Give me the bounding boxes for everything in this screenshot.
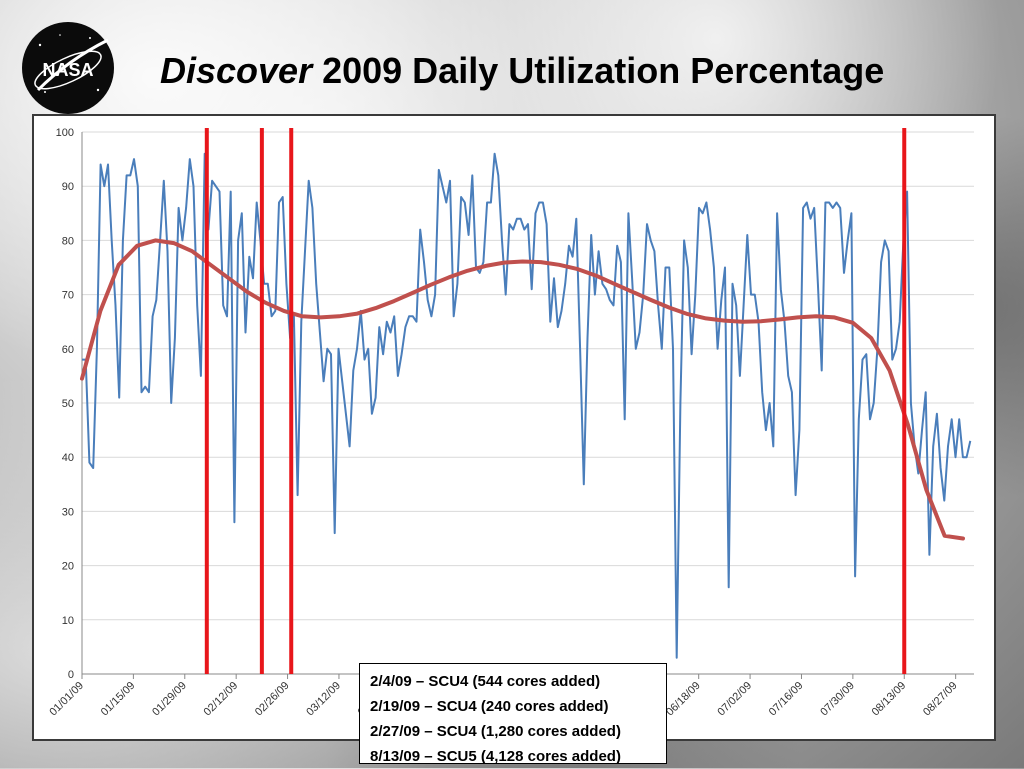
event-lines-layer [204, 128, 907, 674]
y-tick-label: 100 [56, 127, 74, 139]
nasa-logo-icon: NASA [22, 22, 114, 114]
daily-utilization-line [82, 152, 972, 659]
y-tick-label: 80 [62, 235, 74, 247]
y-tick-label: 70 [62, 290, 74, 302]
slide-title: Discover 2009 Daily Utilization Percenta… [160, 50, 990, 92]
annotation-line: 2/27/09 – SCU4 (1,280 cores added) [370, 723, 621, 740]
chart-frame: 0 10 20 30 40 50 60 70 80 90 100 01/01/09 01/15/09 0… [32, 114, 996, 765]
x-tick-label: 07/30/09 [818, 680, 857, 719]
x-tick-label: 01/29/09 [150, 680, 189, 719]
x-tick-label: 07/16/09 [767, 680, 806, 719]
trend-line [80, 238, 965, 541]
annotation-line: 2/19/09 – SCU4 (240 cores added) [370, 698, 609, 715]
y-tick-label: 40 [62, 452, 74, 464]
y-tick-label: 50 [62, 398, 74, 410]
y-tick-label: 30 [62, 506, 74, 518]
series-layer [80, 152, 972, 659]
y-tick-label: 10 [62, 615, 74, 627]
y-tick-label: 60 [62, 344, 74, 356]
title-rest: 2009 Daily Utilization Percentage [312, 50, 885, 91]
y-tick-label: 0 [68, 669, 74, 681]
nasa-logo-text: NASA [42, 60, 93, 80]
utilization-chart: 0 10 20 30 40 50 60 70 80 90 100 01/01/09 01/15/09 0… [47, 127, 974, 719]
x-tick-label: 08/13/09 [870, 680, 909, 719]
y-tick-label: 20 [62, 561, 74, 573]
y-tick-labels: 0 10 20 30 40 50 60 70 80 90 100 [56, 127, 74, 681]
x-tick-label: 02/12/09 [202, 680, 241, 719]
grid-layer [81, 131, 974, 675]
annotation-line: 2/4/09 – SCU4 (544 cores added) [370, 673, 601, 690]
annotation-line: 8/13/09 – SCU5 (4,128 cores added) [370, 748, 621, 765]
x-tick-label: 07/02/09 [715, 680, 754, 719]
annotation-box: 2/4/09 – SCU4 (544 cores added) 2/19/09 … [359, 663, 667, 765]
x-tick-label: 02/26/09 [253, 680, 292, 719]
x-tick-label: 06/18/09 [664, 680, 703, 719]
x-tick-label: 03/12/09 [304, 680, 343, 719]
title-italic-part: Discover [160, 50, 313, 91]
x-tick-label: 01/15/09 [99, 680, 138, 719]
x-tick-label: 01/01/09 [47, 680, 86, 719]
y-tick-label: 90 [62, 181, 74, 193]
x-tick-label: 08/27/09 [921, 680, 960, 719]
